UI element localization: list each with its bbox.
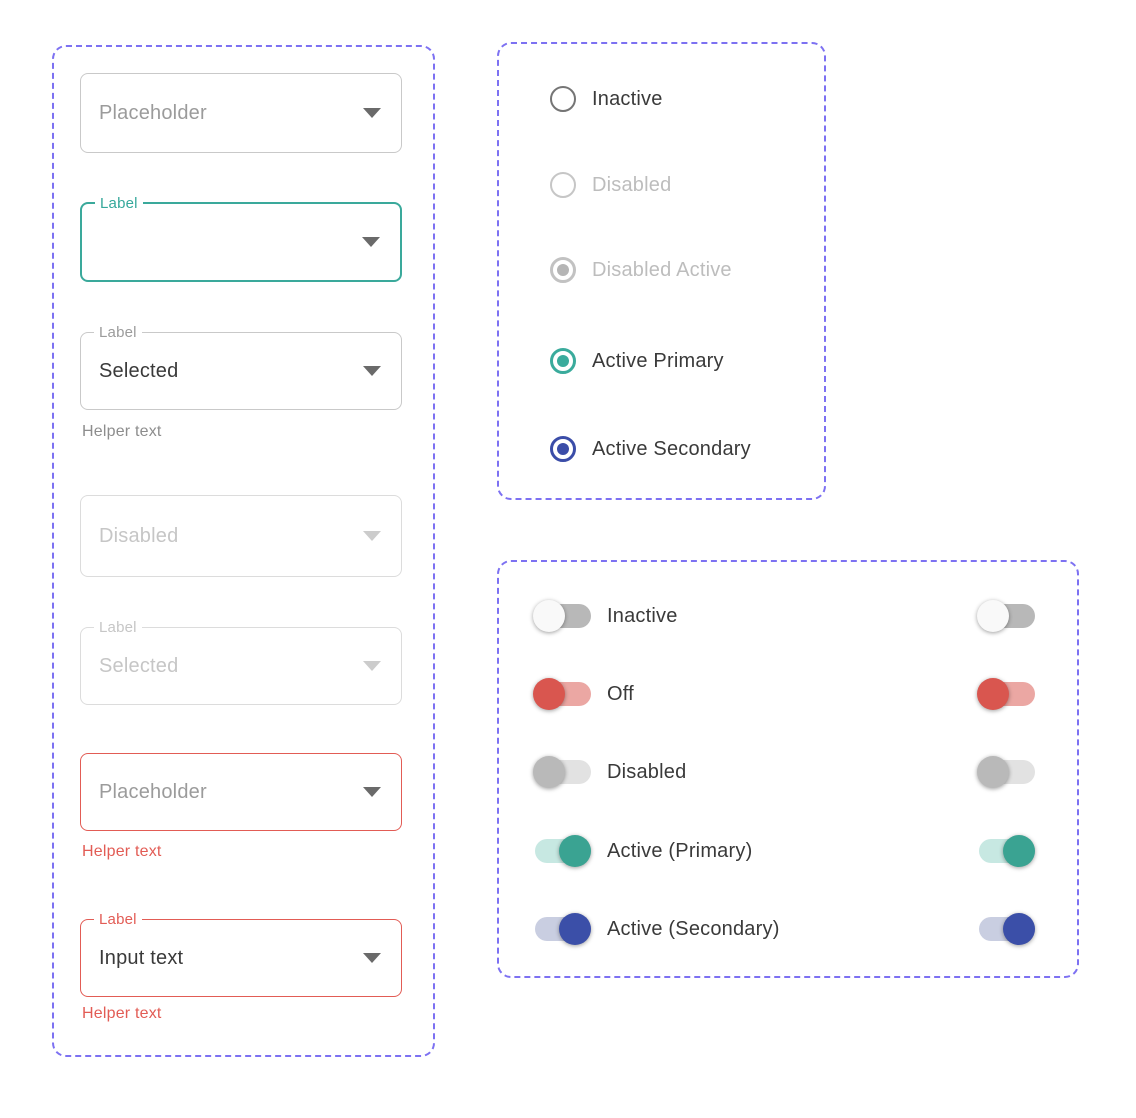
switch-thumb [977, 756, 1009, 788]
radio-label: Disabled [592, 173, 672, 196]
select-value: Selected [99, 654, 179, 677]
switch-inactive[interactable] [533, 599, 592, 633]
radio-label: Active Primary [592, 349, 724, 372]
switch-active-secondary[interactable] [534, 912, 592, 946]
floating-label: Label [94, 323, 142, 342]
select-error-filled[interactable]: Label Input text [80, 910, 402, 997]
switch-thumb[interactable] [977, 600, 1009, 632]
floating-label: Label [94, 618, 142, 637]
toggle-label: Active (Secondary) [607, 917, 780, 940]
helper-text: Helper text [82, 423, 162, 440]
select-value: Input text [99, 946, 184, 969]
radio-icon[interactable] [550, 436, 576, 462]
select-placeholder-text: Disabled [99, 524, 179, 547]
caret-down-icon [363, 787, 381, 797]
radio-option-active-primary[interactable]: Active Primary [550, 347, 724, 375]
helper-text-error: Helper text [82, 843, 162, 860]
caret-down-icon [362, 237, 380, 247]
switch-active-secondary-duplicate[interactable] [978, 912, 1036, 946]
toggle-row-active-secondary: Active (Secondary) [534, 912, 1054, 946]
switch-thumb[interactable] [533, 678, 565, 710]
switch-thumb[interactable] [1003, 835, 1035, 867]
select-placeholder-text: Placeholder [99, 780, 207, 803]
radio-label: Inactive [592, 87, 663, 110]
caret-down-icon [363, 953, 381, 963]
switch-thumb[interactable] [977, 678, 1009, 710]
switch-inactive-duplicate[interactable] [977, 599, 1036, 633]
radio-option-disabled-active: Disabled Active [550, 256, 732, 284]
floating-label: Label [94, 910, 142, 929]
caret-down-icon [363, 108, 381, 118]
select-error-placeholder[interactable]: Placeholder [80, 753, 402, 831]
switch-disabled [533, 755, 592, 789]
radio-label: Disabled Active [592, 258, 732, 281]
radio-icon [550, 172, 576, 198]
select-placeholder[interactable]: Placeholder [80, 73, 402, 153]
switch-active-primary-duplicate[interactable] [978, 834, 1036, 868]
switch-thumb [533, 756, 565, 788]
toggle-label: Active (Primary) [607, 839, 753, 862]
select-placeholder-text: Placeholder [99, 101, 207, 124]
toggle-row-disabled: Disabled [533, 755, 1054, 789]
select-value: Selected [99, 359, 179, 382]
toggle-states-panel: Inactive Off Disabled A [497, 560, 1079, 978]
radio-option-active-secondary[interactable]: Active Secondary [550, 435, 751, 463]
switch-thumb[interactable] [559, 835, 591, 867]
radio-icon[interactable] [550, 86, 576, 112]
select-states-panel: Placeholder Label Label Selected Helper … [52, 45, 435, 1057]
toggle-row-off: Off [533, 677, 1054, 711]
toggle-row-inactive: Inactive [533, 599, 1054, 633]
toggle-label: Inactive [607, 604, 678, 627]
switch-off[interactable] [533, 677, 592, 711]
radio-option-inactive[interactable]: Inactive [550, 85, 663, 113]
select-disabled-selected: Label Selected [80, 618, 402, 705]
caret-down-icon [363, 366, 381, 376]
switch-disabled-duplicate [977, 755, 1036, 789]
caret-down-icon [363, 531, 381, 541]
switch-thumb[interactable] [533, 600, 565, 632]
select-disabled: Disabled [80, 495, 402, 577]
switch-active-primary[interactable] [534, 834, 592, 868]
radio-option-disabled: Disabled [550, 171, 671, 199]
radio-states-panel: Inactive Disabled Disabled Active Active… [497, 42, 826, 500]
toggle-row-active-primary: Active (Primary) [534, 834, 1054, 868]
radio-label: Active Secondary [592, 437, 751, 460]
radio-icon [550, 257, 576, 283]
caret-down-icon [363, 661, 381, 671]
switch-thumb[interactable] [559, 913, 591, 945]
radio-icon[interactable] [550, 348, 576, 374]
toggle-label: Disabled [607, 760, 687, 783]
switch-thumb[interactable] [1003, 913, 1035, 945]
helper-text-error: Helper text [82, 1005, 162, 1022]
select-focused[interactable]: Label [80, 194, 402, 282]
toggle-label: Off [607, 682, 634, 705]
floating-label: Label [95, 194, 143, 213]
switch-off-duplicate[interactable] [977, 677, 1036, 711]
select-selected[interactable]: Label Selected [80, 323, 402, 410]
